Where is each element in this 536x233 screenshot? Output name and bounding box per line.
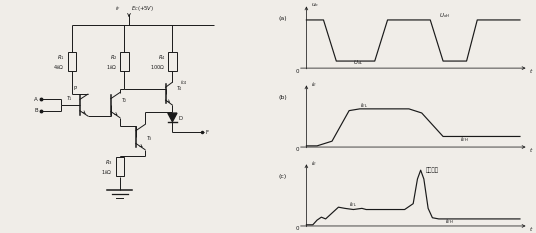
Text: $E_C(+5V)$: $E_C(+5V)$ xyxy=(131,3,154,13)
Text: $I_{EL}$: $I_{EL}$ xyxy=(360,101,368,110)
Text: $R_4$: $R_4$ xyxy=(158,53,165,62)
Text: F: F xyxy=(205,130,209,135)
Text: $t$: $t$ xyxy=(528,225,533,233)
Text: $100\Omega$: $100\Omega$ xyxy=(151,63,165,71)
Text: $1k\Omega$: $1k\Omega$ xyxy=(106,63,117,71)
Text: $I_{EL}$: $I_{EL}$ xyxy=(349,200,357,209)
Text: $i_E$: $i_E$ xyxy=(311,159,317,168)
Text: $T_4$: $T_4$ xyxy=(176,84,183,93)
Text: $1k\Omega$: $1k\Omega$ xyxy=(101,168,113,176)
Text: $U_{oH}$: $U_{oH}$ xyxy=(439,12,450,21)
Text: $i_F$: $i_F$ xyxy=(115,4,121,13)
Text: $R_3$: $R_3$ xyxy=(105,158,113,167)
Text: $T_1$: $T_1$ xyxy=(66,95,73,103)
Text: $R_1$: $R_1$ xyxy=(57,53,65,62)
Text: (a): (a) xyxy=(279,16,287,21)
Text: 0: 0 xyxy=(296,147,300,152)
Text: $i_{C4}$: $i_{C4}$ xyxy=(181,79,188,87)
Text: 0: 0 xyxy=(296,226,300,231)
Text: $T_3$: $T_3$ xyxy=(146,134,153,143)
Text: D: D xyxy=(178,116,182,121)
Bar xyxy=(68,52,76,71)
Text: $4k\Omega$: $4k\Omega$ xyxy=(54,63,65,71)
Bar xyxy=(168,52,177,71)
Text: $U_{oL}$: $U_{oL}$ xyxy=(353,58,364,68)
Text: (c): (c) xyxy=(279,174,287,178)
Bar xyxy=(116,157,124,176)
Text: A: A xyxy=(34,97,38,102)
Text: $t$: $t$ xyxy=(528,67,533,75)
Text: (b): (b) xyxy=(279,95,287,100)
Text: $i_E$: $i_E$ xyxy=(311,80,317,89)
Text: $I_{EH}$: $I_{EH}$ xyxy=(460,135,469,144)
Text: $t$: $t$ xyxy=(528,146,533,154)
Text: $T_2$: $T_2$ xyxy=(121,96,128,105)
Text: $u_o$: $u_o$ xyxy=(311,1,319,9)
Text: B: B xyxy=(34,108,38,113)
Bar xyxy=(120,52,129,71)
Polygon shape xyxy=(168,113,177,122)
Text: 0: 0 xyxy=(296,69,300,74)
Text: $I_{EH}$: $I_{EH}$ xyxy=(445,217,454,226)
Text: $R_2$: $R_2$ xyxy=(110,53,117,62)
Text: P: P xyxy=(73,86,76,91)
Text: 尖峰电流: 尖峰电流 xyxy=(426,167,439,173)
